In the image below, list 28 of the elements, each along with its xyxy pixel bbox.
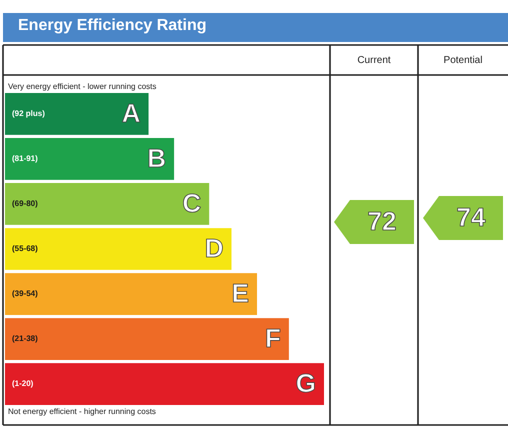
bar [5, 93, 149, 135]
y-tick-label: D [204, 233, 224, 263]
y-tick-label: G [296, 368, 316, 398]
y-tick-label: A [122, 98, 141, 128]
bar [5, 138, 174, 180]
bar [5, 273, 258, 315]
chart-title: Energy Efficiency Rating [18, 17, 206, 34]
y-tick-label: C [182, 188, 202, 218]
text: 74 [456, 202, 486, 232]
y-tick-label: E [232, 278, 250, 308]
y-tick-label: B [147, 142, 166, 173]
y-tick-label: F [265, 323, 281, 354]
annotation: (55-68) [12, 244, 38, 253]
bar [5, 228, 232, 270]
annotation: (81-91) [12, 154, 38, 163]
bar [5, 183, 210, 225]
text: Potential [444, 55, 482, 66]
bar [5, 363, 324, 405]
annotation: (1-20) [12, 379, 34, 388]
text: Very energy efficient - lower running costs [8, 82, 156, 91]
bar [5, 318, 289, 360]
text: Not energy efficient - higher running costs [8, 407, 156, 416]
annotation: (92 plus) [12, 108, 46, 118]
annotation: (39-54) [12, 289, 38, 298]
text: 72 [368, 206, 396, 236]
annotation: (21-38) [12, 334, 38, 344]
text: Current [357, 55, 391, 66]
annotation: (69-80) [12, 198, 38, 208]
